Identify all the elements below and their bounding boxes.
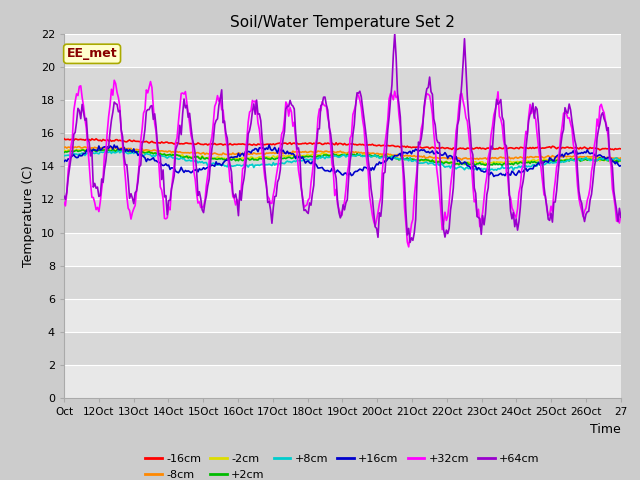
- X-axis label: Time: Time: [590, 423, 621, 436]
- Bar: [64, 365, 621, 398]
- Bar: [64, 233, 621, 266]
- Y-axis label: Temperature (C): Temperature (C): [22, 165, 35, 267]
- Bar: [64, 299, 621, 332]
- Bar: [64, 332, 621, 365]
- Bar: [64, 100, 621, 133]
- Legend: -16cm, -8cm, -2cm, +2cm, +8cm, +16cm, +32cm, +64cm: -16cm, -8cm, -2cm, +2cm, +8cm, +16cm, +3…: [141, 450, 544, 480]
- Title: Soil/Water Temperature Set 2: Soil/Water Temperature Set 2: [230, 15, 455, 30]
- Text: EE_met: EE_met: [67, 48, 117, 60]
- Bar: [64, 199, 621, 233]
- Bar: [64, 34, 621, 67]
- Bar: [64, 133, 621, 166]
- Bar: [64, 67, 621, 100]
- Bar: [64, 166, 621, 199]
- Bar: [64, 266, 621, 299]
